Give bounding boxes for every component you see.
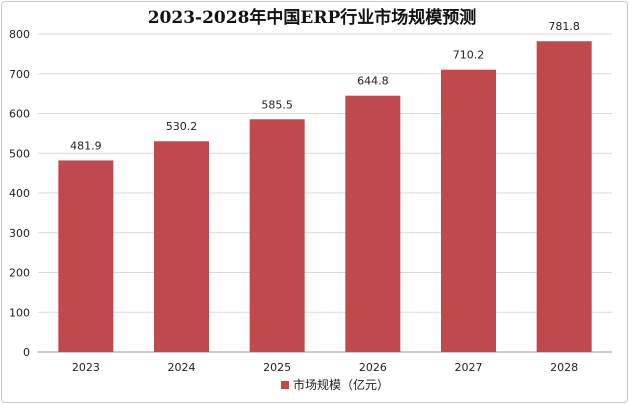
x-tick-label: 2028 — [550, 361, 578, 374]
x-tick-label: 2024 — [168, 361, 196, 374]
x-tick-label: 2025 — [263, 361, 291, 374]
y-tick-label: 500 — [9, 147, 30, 160]
y-tick-label: 100 — [9, 306, 30, 319]
legend-swatch — [281, 381, 289, 389]
legend-label: 市场规模（亿元） — [293, 377, 389, 392]
data-label-2024: 530.2 — [166, 120, 198, 133]
y-tick-label: 0 — [23, 346, 30, 359]
data-labels: 481.9 530.2 585.5 644.8 710.2 781.8 — [70, 20, 580, 152]
y-tick-label: 600 — [9, 108, 30, 121]
y-tick-label: 800 — [9, 28, 30, 41]
legend: 市场规模（亿元） — [281, 377, 389, 392]
x-tick-label: 2026 — [359, 361, 387, 374]
data-label-2025: 585.5 — [261, 98, 293, 111]
y-tick-label: 700 — [9, 68, 30, 81]
bar-2026 — [345, 95, 401, 352]
x-tick-label: 2027 — [455, 361, 483, 374]
y-tick-label: 300 — [9, 227, 30, 240]
bar-2023 — [58, 160, 114, 352]
y-tick-label: 200 — [9, 267, 30, 280]
y-tick-label: 400 — [9, 187, 30, 200]
x-tick-label: 2023 — [72, 361, 100, 374]
y-axis: 0 100 200 300 400 500 600 700 800 — [9, 28, 30, 359]
data-label-2023: 481.9 — [70, 139, 102, 152]
data-label-2028: 781.8 — [548, 20, 580, 33]
gridlines — [38, 33, 612, 353]
chart-title: 2023-2028年中国ERP行业市场规模预测 — [148, 7, 477, 28]
x-axis: 2023 2024 2025 2026 2027 2028 — [72, 361, 578, 374]
data-label-2026: 644.8 — [357, 75, 389, 88]
bar-2027 — [441, 69, 496, 353]
bar-2024 — [154, 141, 209, 352]
bar-2028 — [536, 41, 592, 353]
data-label-2027: 710.2 — [453, 49, 485, 62]
bar-2025 — [249, 119, 305, 352]
bars — [58, 41, 592, 353]
